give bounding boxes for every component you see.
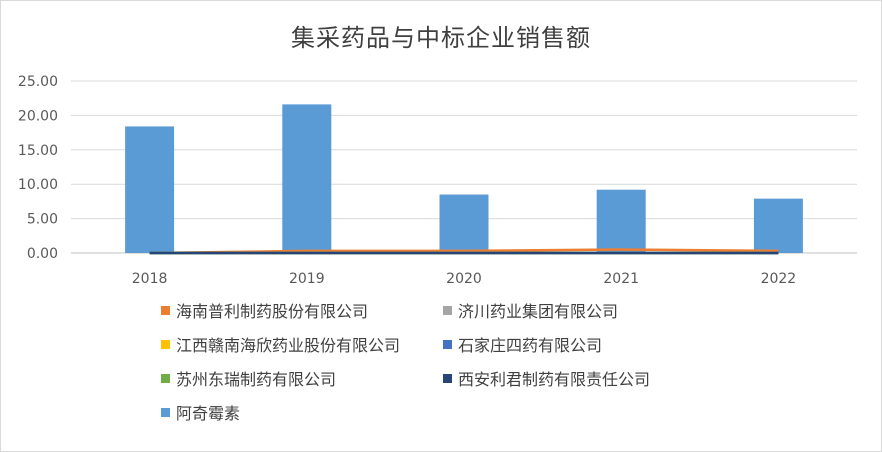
bar bbox=[282, 104, 332, 253]
series-line bbox=[149, 248, 779, 255]
legend-swatch bbox=[161, 339, 170, 349]
y-tick-label: 5.00 bbox=[27, 212, 58, 228]
chart-title: 集采药品与中标企业销售额 bbox=[291, 24, 591, 52]
legend-item: 苏州东瑞制药有限公司 bbox=[161, 366, 336, 390]
legend-swatch bbox=[443, 339, 452, 349]
legend-item: 阿奇霉素 bbox=[161, 400, 240, 424]
legend-item: 海南普利制药股份有限公司 bbox=[161, 298, 368, 322]
legend-label: 西安利君制药有限责任公司 bbox=[458, 370, 651, 389]
legend-swatch bbox=[161, 373, 170, 383]
bar bbox=[125, 126, 175, 253]
x-tick-label: 2021 bbox=[603, 271, 639, 287]
y-tick-label: 25.00 bbox=[18, 74, 58, 90]
legend-swatch bbox=[443, 373, 452, 383]
chart-plot: 0.00 5.00 10.00 15.00 20.00 25.00 2018 2019 2020… bbox=[18, 74, 857, 287]
legend-label: 海南普利制药股份有限公司 bbox=[176, 302, 369, 321]
legend-label: 阿奇霉素 bbox=[176, 404, 241, 423]
x-tick-label: 2018 bbox=[132, 271, 168, 287]
bar bbox=[753, 198, 803, 253]
x-tick-label: 2022 bbox=[761, 271, 797, 287]
x-tick-label: 2020 bbox=[446, 271, 482, 287]
legend-swatch bbox=[443, 305, 452, 315]
legend-item: 济川药业集团有限公司 bbox=[443, 298, 618, 322]
legend-label: 苏州东瑞制药有限公司 bbox=[176, 370, 337, 389]
y-tick-label: 15.00 bbox=[18, 143, 58, 159]
legend-label: 江西赣南海欣药业股份有限公司 bbox=[176, 336, 401, 355]
x-tick-label: 2019 bbox=[289, 271, 325, 287]
legend-swatch bbox=[161, 305, 170, 315]
y-tick-label: 10.00 bbox=[18, 177, 58, 193]
bar bbox=[439, 194, 489, 253]
legend-swatch bbox=[161, 407, 170, 417]
legend-item: 西安利君制药有限责任公司 bbox=[443, 366, 650, 390]
legend-item: 江西赣南海欣药业股份有限公司 bbox=[161, 332, 400, 356]
legend-label: 石家庄四药有限公司 bbox=[458, 336, 603, 355]
y-tick-label: 20.00 bbox=[18, 108, 58, 124]
bar bbox=[596, 189, 646, 253]
legend-item: 石家庄四药有限公司 bbox=[443, 332, 602, 356]
legend-label: 济川药业集团有限公司 bbox=[458, 302, 619, 321]
y-tick-label: 0.00 bbox=[27, 246, 58, 262]
